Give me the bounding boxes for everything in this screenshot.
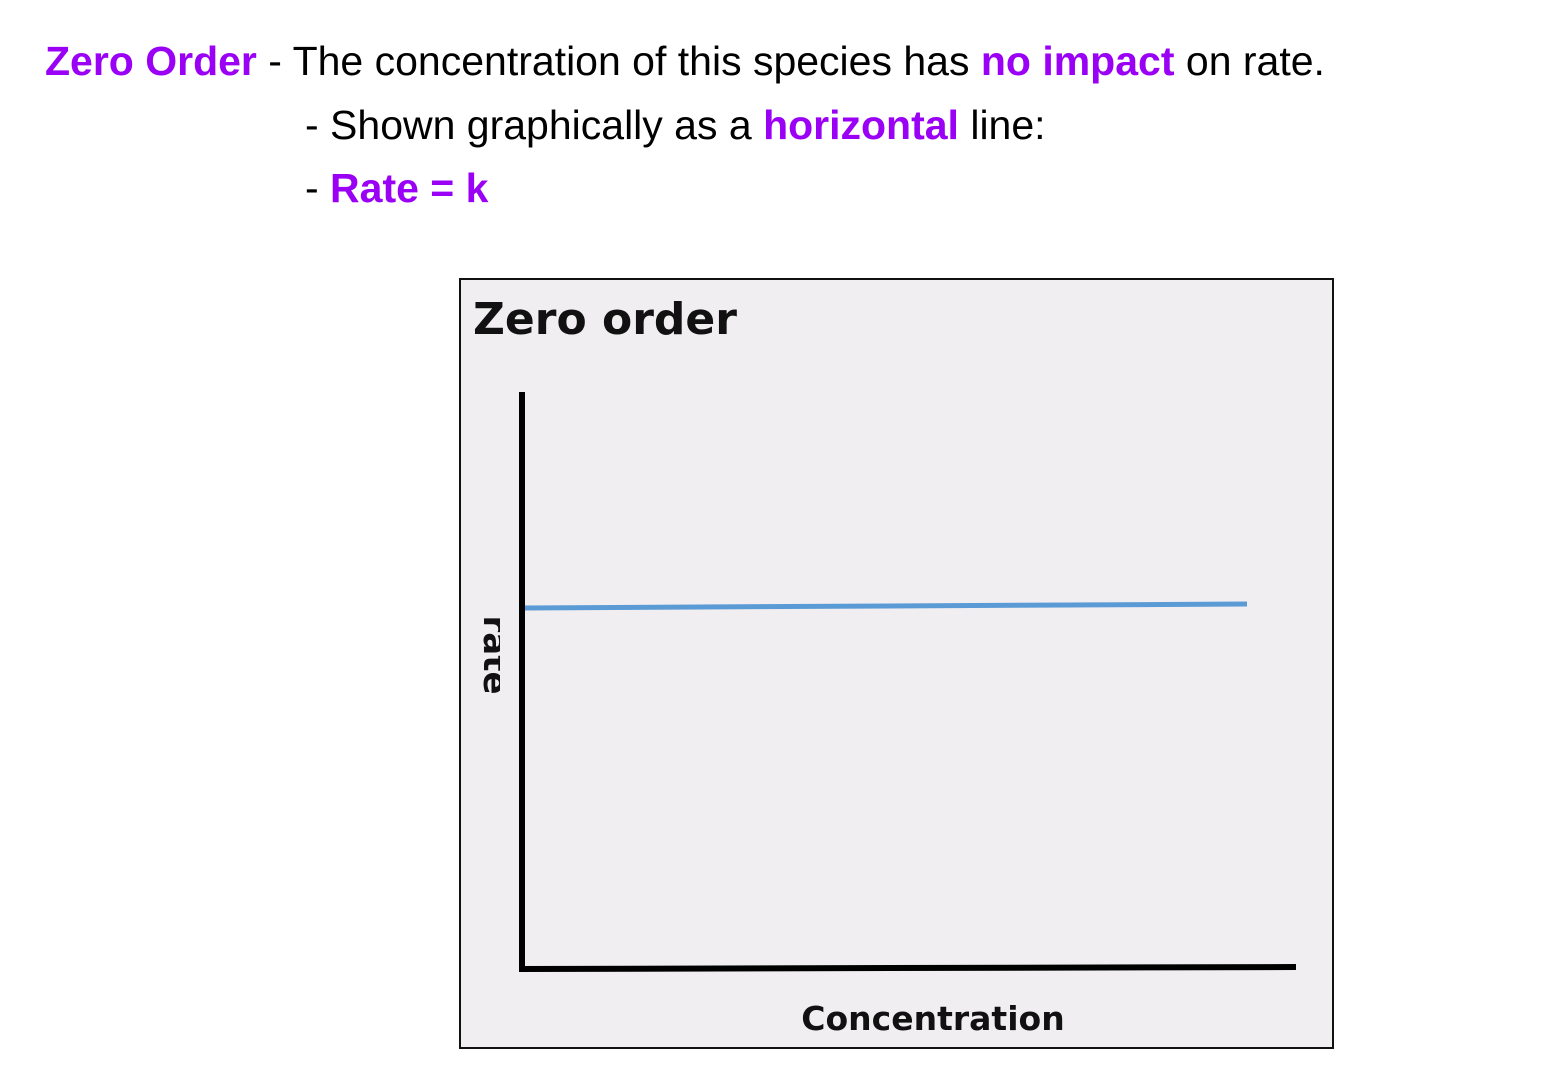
figure: Zero order rate Concentration — [459, 278, 1334, 1049]
emphasis-text: horizontal — [763, 102, 959, 148]
plain-text: - The concentration of this species has — [257, 38, 981, 84]
rate-line — [524, 601, 1248, 611]
emphasis-text: Zero Order — [45, 38, 257, 84]
bullet-text: Zero Order - The concentration of this s… — [45, 38, 1325, 211]
plain-text: on rate. — [1175, 38, 1325, 84]
plain-text: - Shown graphically as a — [305, 102, 763, 148]
plain-text: line: — [959, 102, 1046, 148]
figure-title: Zero order — [473, 294, 737, 345]
figure-frame — [459, 278, 1334, 1049]
emphasis-text: Rate = k — [330, 165, 489, 211]
x-axis-label: Concentration — [801, 999, 1064, 1038]
text-line: - Shown graphically as a horizontal line… — [305, 102, 1046, 148]
text-line: Zero Order - The concentration of this s… — [45, 38, 1325, 84]
emphasis-text: no impact — [981, 38, 1175, 84]
x-axis — [518, 964, 1297, 972]
text-line: - Rate = k — [305, 165, 489, 211]
y-label-clip: rate — [475, 615, 515, 694]
plain-text: - — [305, 165, 330, 211]
y-axis-label: rate — [475, 615, 515, 694]
